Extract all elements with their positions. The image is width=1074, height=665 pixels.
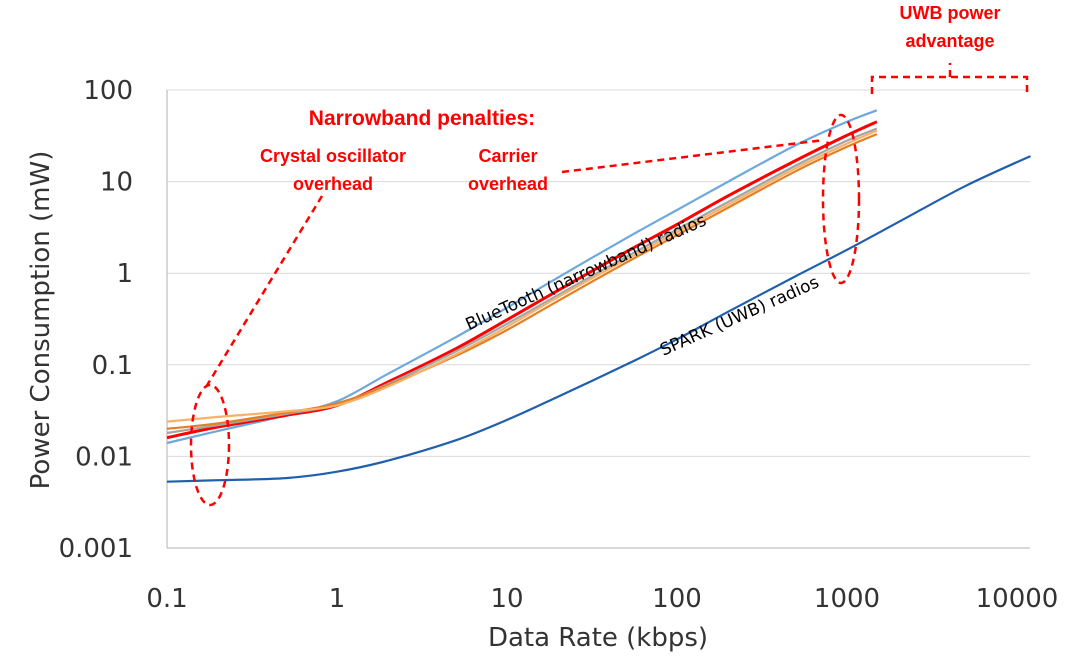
series-label: SPARK (UWB) radios bbox=[657, 272, 822, 360]
crystal-label-line2: overhead bbox=[293, 174, 373, 194]
x-tick-label: 1 bbox=[329, 584, 346, 614]
uwb-label-line2: advantage bbox=[905, 31, 994, 51]
y-tick-label: 10 bbox=[100, 168, 133, 198]
uwb-label-line1: UWB power bbox=[900, 3, 1001, 23]
series-line-narrowband-dark-orange bbox=[166, 133, 878, 430]
series-line-uwb-blue bbox=[166, 155, 1031, 483]
penalties-title: Narrowband penalties: bbox=[309, 107, 535, 130]
carrier-label-line1: Carrier bbox=[478, 146, 537, 166]
crystal-overhead-ellipse bbox=[189, 383, 231, 507]
x-tick-label: 10000 bbox=[976, 584, 1059, 614]
y-tick-label: 0.001 bbox=[59, 534, 133, 564]
annotations: Narrowband penalties: Crystal oscillator… bbox=[189, 3, 1029, 507]
y-tick-label: 1 bbox=[116, 259, 133, 289]
y-tick-labels: 0.001 0.01 0.1 1 10 100 bbox=[59, 76, 133, 564]
crystal-pointer-line bbox=[204, 195, 324, 388]
series-line-narrowband-gray bbox=[166, 127, 878, 435]
series-line-narrowband-red bbox=[166, 120, 878, 440]
axes bbox=[166, 90, 1030, 549]
x-tick-label: 10 bbox=[490, 584, 523, 614]
x-tick-labels: 0.1 1 10 100 1000 10000 bbox=[146, 584, 1058, 614]
y-axis-title: Power Consumption (mW) bbox=[26, 151, 56, 490]
x-tick-label: 100 bbox=[652, 584, 702, 614]
uwb-advantage-bracket bbox=[870, 63, 1029, 94]
carrier-label-line2: overhead bbox=[468, 174, 548, 194]
y-tick-label: 100 bbox=[83, 76, 133, 106]
crystal-label-line1: Crystal oscillator bbox=[260, 146, 406, 166]
x-tick-label: 1000 bbox=[814, 584, 880, 614]
series-lines bbox=[166, 109, 1031, 483]
carrier-pointer-line bbox=[561, 138, 825, 174]
series-line-narrowband-light-orange bbox=[166, 129, 878, 423]
x-tick-label: 0.1 bbox=[146, 584, 187, 614]
y-tick-label: 0.1 bbox=[92, 351, 133, 381]
y-tick-label: 0.01 bbox=[75, 442, 133, 472]
x-axis-title: Data Rate (kbps) bbox=[488, 623, 708, 653]
carrier-overhead-ellipse bbox=[821, 113, 861, 285]
